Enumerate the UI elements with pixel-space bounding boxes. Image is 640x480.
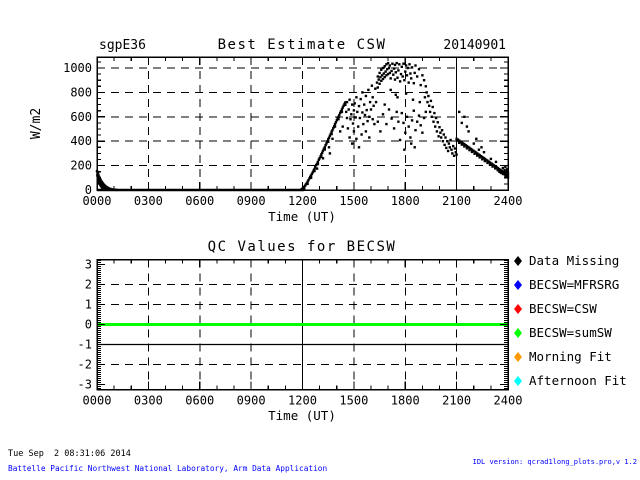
organization-credit: Battelle Pacific Northwest National Labo… [8,464,328,473]
legend-swatch-diamond-icon [514,352,522,362]
legend-label: BECSW=sumSW [529,325,612,340]
plot1-axes-area: 0000 0300 0600 0900 1200 1500 1800 2100 2400 0 200… [63,56,523,208]
plot1-title: Best Estimate CSW [218,37,387,53]
scatter-points [95,61,510,192]
date-label: 20140901 [443,38,506,53]
x-tick-label: 1800 [391,194,420,208]
site-label: sgpE36 [99,38,146,53]
x-tick-label: 0600 [185,394,214,408]
y-tick-label: -2 [78,358,92,372]
legend-swatch-diamond-icon [514,304,522,314]
legend-swatch-diamond-icon [514,376,522,386]
y-tick-label: 200 [70,159,92,173]
plot2-title: QC Values for BECSW [208,239,397,255]
legend: Data Missing BECSW=MFRSRG BECSW=CSW BECSW=s… [514,253,627,388]
legend-label: BECSW=CSW [529,301,597,316]
x-tick-label: 2400 [494,394,523,408]
y-tick-label: 1000 [63,61,92,75]
idl-version-line: IDL version: qcrad1long_plots.pro,v 1.2 [472,458,637,467]
render-timestamp: Tue Sep 2 08:31:06 2014 [8,449,131,459]
plot1-y-axis-label: W/m2 [29,108,44,139]
y-tick-label: 3 [85,258,92,272]
legend-swatch-diamond-icon [514,280,522,290]
x-tick-label: 2400 [494,194,523,208]
y-tick-label: 800 [70,85,92,99]
legend-swatch-diamond-icon [514,328,522,338]
legend-label: Afternoon Fit [529,373,627,388]
x-tick-label: 0300 [134,394,163,408]
y-tick-label: 600 [70,110,92,124]
x-tick-label: 1500 [339,194,368,208]
y-tick-label: -1 [78,338,92,352]
x-tick-label: 2100 [442,394,471,408]
x-tick-label: 1800 [391,394,420,408]
x-tick-label: 0900 [237,194,266,208]
x-tick-label: 0000 [83,194,112,208]
legend-label: BECSW=MFRSRG [529,277,619,292]
x-tick-label: 2100 [442,194,471,208]
x-tick-label: 1200 [288,194,317,208]
legend-label: Data Missing [529,253,619,268]
plot2-axes-area: 0000 0300 0600 0900 1200 1500 1800 2100 2400 3 2 1 0… [78,258,523,408]
x-tick-label: 1200 [288,394,317,408]
y-tick-label: 0 [85,318,92,332]
x-tick-label: 1500 [339,394,368,408]
y-tick-label: 2 [85,278,92,292]
version-info-block: IDL version: qcrad1long_plots.pro,v 1.2 … [414,445,637,480]
legend-label: Morning Fit [529,349,612,364]
x-tick-label: 0900 [237,394,266,408]
legend-swatch-diamond-icon [514,256,522,266]
plot1-x-axis-label: Time (UT) [268,209,336,224]
y-tick-label: 400 [70,134,92,148]
y-tick-label: 0 [85,183,92,197]
x-tick-label: 0600 [185,194,214,208]
y-tick-label: 1 [85,298,92,312]
plot2-x-axis-label: Time (UT) [268,408,336,423]
x-tick-label: 0300 [134,194,163,208]
y-tick-label: -3 [78,378,92,392]
x-tick-label: 0000 [83,394,112,408]
